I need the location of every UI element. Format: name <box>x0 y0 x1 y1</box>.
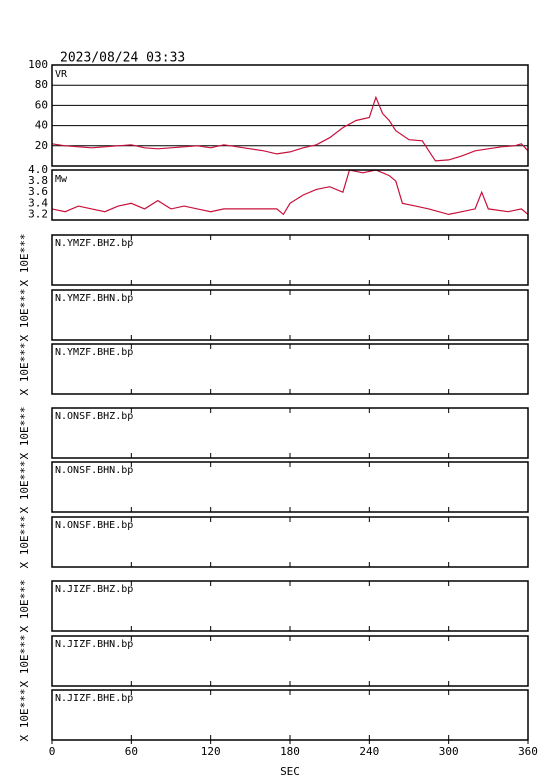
data-line <box>51 95 529 162</box>
waveform-label: N.ONSF.BHE.bp <box>55 520 133 531</box>
y-tick-label: 80 <box>35 78 48 91</box>
y-tick-label: 100 <box>28 58 48 71</box>
waveform-label: N.ONSF.BHZ.bp <box>55 411 133 422</box>
y-tick-label: 3.8 <box>28 174 48 187</box>
scale-label: X 10E*** <box>18 516 31 569</box>
panel-frame <box>51 64 529 167</box>
scale-label: X 10E*** <box>18 289 31 342</box>
waveform-label: N.YMZF.BHZ.bp <box>55 238 133 249</box>
y-tick-label: 60 <box>35 98 48 111</box>
scale-label: X 10E*** <box>18 461 31 514</box>
data-line <box>51 169 529 216</box>
x-tick-label: 300 <box>439 745 459 758</box>
y-tick-label: 4.0 <box>28 163 48 176</box>
scale-label: X 10E*** <box>18 343 31 396</box>
x-tick-label: 60 <box>125 745 138 758</box>
x-tick-label: 240 <box>359 745 379 758</box>
x-tick-label: 360 <box>518 745 538 758</box>
panel-label: VR <box>55 69 68 80</box>
waveform-label: N.YMZF.BHN.bp <box>55 293 133 304</box>
waveform-label: N.JIZF.BHZ.bp <box>55 584 133 595</box>
y-tick-label: 3.6 <box>28 185 48 198</box>
y-tick-label: 3.2 <box>28 207 48 220</box>
panel-frame <box>51 169 529 221</box>
panel-label: Mw <box>55 174 68 185</box>
scale-label: X 10E*** <box>18 689 31 742</box>
x-axis-label: SEC <box>280 765 300 778</box>
waveform-label: N.ONSF.BHN.bp <box>55 465 133 476</box>
waveform-label: N.JIZF.BHE.bp <box>55 693 133 704</box>
scale-label: X 10E*** <box>18 580 31 633</box>
waveform-label: N.JIZF.BHN.bp <box>55 639 133 650</box>
x-tick-label: 0 <box>49 745 56 758</box>
x-tick-label: 180 <box>280 745 300 758</box>
title: 2023/08/24 03:33 <box>60 51 185 66</box>
y-tick-label: 40 <box>35 119 48 132</box>
scale-label: X 10E*** <box>18 407 31 460</box>
x-tick-label: 120 <box>201 745 221 758</box>
scale-label: X 10E*** <box>18 635 31 688</box>
y-tick-label: 3.4 <box>28 196 48 209</box>
y-tick-label: 20 <box>35 139 48 152</box>
scale-label: X 10E*** <box>18 234 31 287</box>
waveform-label: N.YMZF.BHE.bp <box>55 347 133 358</box>
